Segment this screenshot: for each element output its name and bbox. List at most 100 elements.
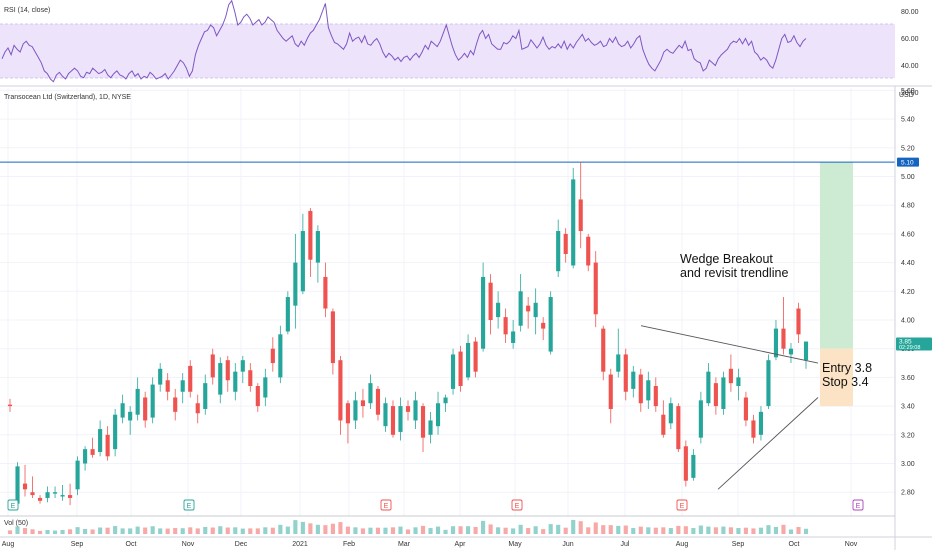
candle-body [601,328,606,372]
candle-body [368,383,373,404]
earnings-marker[interactable]: E [183,499,195,511]
candle-body [158,368,163,385]
price-tick-label: 3.20 [901,432,915,439]
candle [233,363,238,401]
candle-body [578,199,583,232]
rsi-label: RSI (14, close) [4,7,50,14]
time-axis: Aug Sep Oct Nov Dec 2021 Feb Mar Apr May Jun Jul Aug… [0,536,932,548]
candle-body [105,434,110,457]
candle [661,400,666,438]
candle [158,363,163,392]
volume-bar [601,525,606,534]
volume-bar [165,528,170,534]
volume-bar [511,528,516,534]
volume-bar [496,527,501,534]
volume-bar [458,526,463,534]
time-tick-label: Aug [2,541,15,548]
candle-body [45,492,50,498]
volume-bar [766,525,771,534]
candle-body [616,354,621,372]
price-tick-label: 3.00 [901,461,915,468]
volume-bar [383,527,388,534]
volume-bar [360,528,366,534]
volume-bar [616,525,621,534]
candle-body [375,388,381,415]
volume-bar [203,526,208,534]
candle [135,377,140,421]
candle-body [360,400,366,407]
volume-bar [466,526,471,534]
candle-body [541,322,546,329]
candle [473,337,478,378]
candle-body [263,377,268,398]
candle-body [473,341,478,372]
candle-body [533,302,538,318]
candle [676,403,681,453]
time-ticks: Aug Sep Oct Nov Dec 2021 Feb Mar Apr May Jun Jul Aug… [2,541,858,548]
volume-bar [30,529,35,534]
candle [616,328,621,378]
earnings-marker[interactable]: E [511,499,523,511]
volume-bar [503,527,508,534]
candle [60,485,65,501]
candle [420,403,426,453]
volume-bar [608,525,613,534]
earnings-marker[interactable]: E [380,499,392,511]
candle [481,262,486,352]
volume-bar [113,526,118,534]
candle-body [225,360,230,381]
earnings-marker-box [183,499,195,511]
earnings-marker[interactable]: E [676,499,688,511]
volume-bar [443,529,448,534]
volume-bar [488,524,493,534]
volume-bar [308,523,313,534]
volume-bar [75,527,80,534]
candle [323,262,328,318]
volume-bar [173,528,178,534]
time-tick-label: 2021 [292,541,308,548]
candle-body [390,406,396,435]
candle-body [188,365,193,392]
volume-bar [586,527,591,534]
candle-body [180,380,185,392]
candle [315,225,320,283]
candle [37,495,43,504]
volume-bar [150,526,155,534]
candle [210,348,215,385]
volume-bar [345,526,350,534]
candle [188,360,193,398]
volume-bar [180,528,185,534]
earnings-marker-label: E [856,503,861,510]
candle-body [766,360,771,407]
rsi-band [0,24,895,78]
candle [255,383,260,412]
earnings-marker[interactable]: E [852,499,864,511]
volume-bar [390,527,396,534]
earnings-marker[interactable]: E [7,499,19,511]
candle [240,355,245,384]
time-tick-label: May [508,541,522,548]
candle-body [37,497,43,501]
price-tick-label: 5.20 [901,145,915,152]
candle-body [128,411,133,421]
candle [668,397,673,430]
candle-body [120,403,125,418]
candle-body [420,406,426,438]
volume-bar [736,528,741,534]
candle-body [511,331,516,343]
volume-bar [285,526,290,534]
candle [338,355,343,435]
candle [548,291,553,355]
candle-body [721,377,726,409]
candle-body [113,414,118,450]
candle-body [255,386,260,407]
candle [293,233,298,329]
volume-bar [631,528,636,534]
candle-body [60,495,65,497]
price-tick-label: 3.40 [901,404,915,411]
candle [300,213,305,295]
price-tick-label: 4.60 [901,231,915,238]
candle-body [526,305,531,312]
candle [556,219,561,277]
